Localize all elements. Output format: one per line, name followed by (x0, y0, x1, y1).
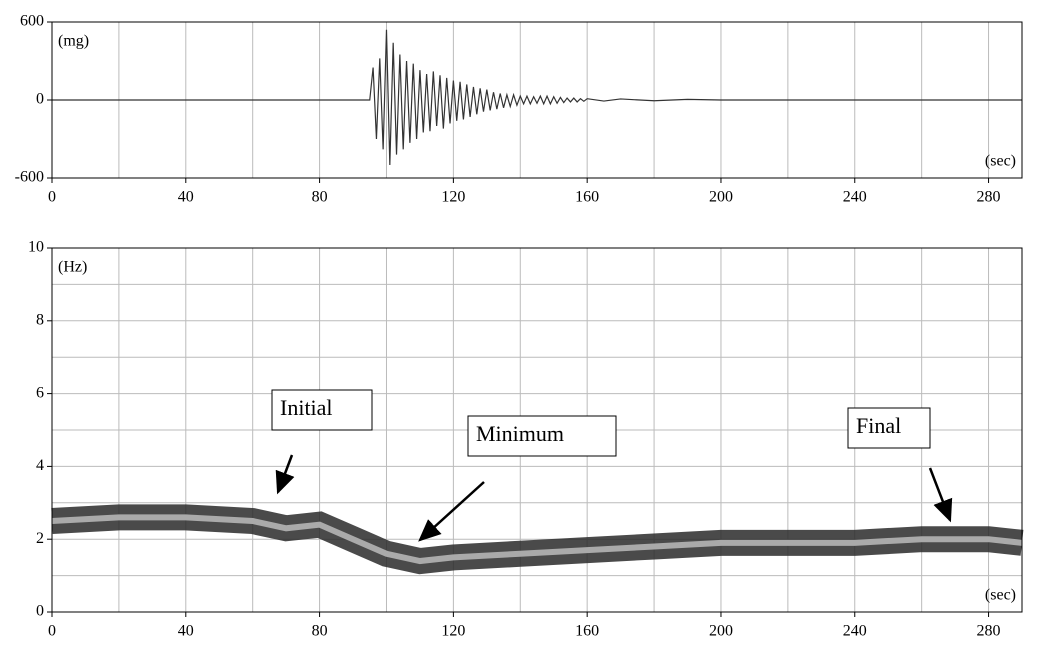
y-tick-label: 4 (36, 457, 44, 474)
annotation-box (847, 407, 931, 449)
y-axis-label: (Hz) (58, 259, 87, 276)
plot-frame (51, 247, 1023, 613)
annotation: Initial (280, 395, 333, 420)
y-tick-label: 2 (36, 530, 44, 547)
x-tick-label: 280 (977, 623, 1001, 640)
ridge-core (51, 514, 1023, 565)
annotation-box (467, 415, 617, 457)
annotation-box (271, 389, 373, 431)
x-tick-label: 80 (312, 189, 328, 206)
y-tick-label: 8 (36, 311, 44, 328)
x-tick-label: 120 (441, 623, 465, 640)
x-tick-label: 0 (48, 623, 56, 640)
annotation: Minimum (476, 421, 564, 446)
x-tick-label: 160 (575, 623, 599, 640)
x-tick-label: 40 (178, 189, 194, 206)
x-tick-label: 200 (709, 189, 733, 206)
x-tick-label: 0 (48, 189, 56, 206)
x-tick-label: 40 (178, 623, 194, 640)
y-tick-label: -600 (15, 169, 44, 186)
annotation-arrow (275, 454, 295, 495)
x-tick-label: 280 (977, 189, 1001, 206)
x-tick-label: 80 (312, 623, 328, 640)
waveform (52, 29, 1022, 166)
annotation-arrow (418, 481, 485, 542)
y-axis-label: (mg) (58, 33, 89, 50)
y-tick-label: 0 (36, 603, 44, 620)
x-axis-label: (sec) (985, 587, 1016, 604)
x-axis-label: (sec) (985, 153, 1016, 170)
y-tick-label: 10 (28, 239, 44, 256)
x-tick-label: 240 (843, 189, 867, 206)
annotation-arrow (928, 467, 953, 523)
y-tick-label: 6 (36, 384, 44, 401)
x-tick-label: 120 (441, 189, 465, 206)
x-tick-label: 200 (709, 623, 733, 640)
plot-frame (51, 21, 1023, 179)
x-tick-label: 240 (843, 623, 867, 640)
y-tick-label: 0 (36, 91, 44, 108)
y-tick-label: 600 (20, 13, 44, 30)
x-tick-label: 160 (575, 189, 599, 206)
annotation: Final (856, 413, 901, 438)
